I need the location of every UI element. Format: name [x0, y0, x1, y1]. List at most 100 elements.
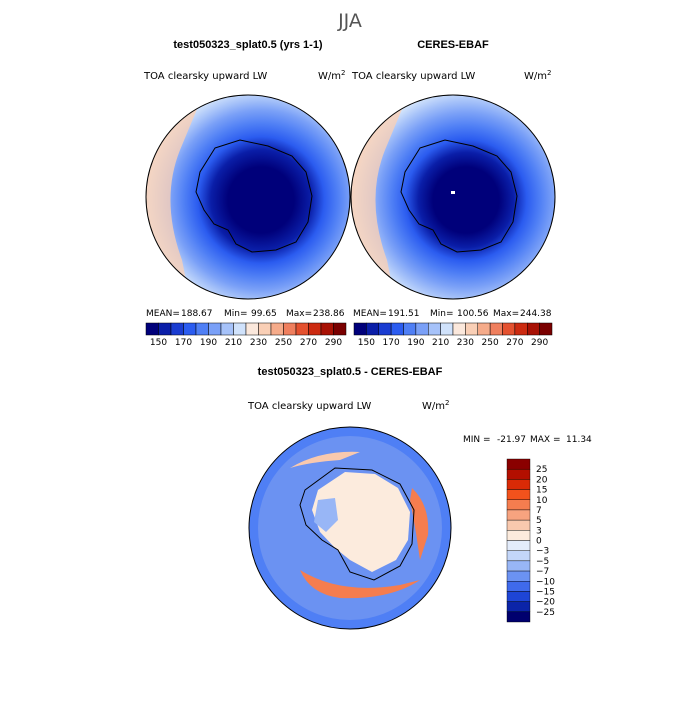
colorbar-swatch — [366, 322, 379, 336]
panel-obs-max-value: 244.38 — [520, 309, 552, 319]
colorbar-swatch — [158, 322, 172, 336]
panel-model-min-value: 99.65 — [251, 309, 277, 319]
colorbar-swatch — [403, 322, 417, 336]
colorbar-swatch — [208, 322, 222, 336]
colorbar-swatch — [489, 322, 503, 336]
panel-diff-max-label: MAX = — [530, 435, 561, 445]
panel-diff-units: W/m2 — [422, 399, 449, 412]
colorbar-tick-label: 230 — [457, 338, 474, 348]
colorbar-swatch — [195, 322, 209, 336]
colorbar-tick-label: 170 — [383, 338, 400, 348]
colorbar-swatch — [506, 601, 531, 613]
panel-diff-min-label: MIN = — [463, 435, 491, 445]
colorbar-swatch — [390, 322, 404, 336]
colorbar-swatch — [170, 322, 184, 336]
colorbar-swatch — [506, 560, 531, 572]
colorbar-swatch — [333, 322, 347, 336]
panel-diff-warm-band-north — [290, 451, 360, 468]
colorbar-tick-label: 10 — [536, 496, 548, 506]
panel-obs-mean-label: MEAN= — [353, 309, 387, 319]
panel-model-mean-label: MEAN= — [146, 309, 180, 319]
colorbar-tick-label: 5 — [536, 516, 542, 526]
panel-obs: CERES-EBAF TOA clearsky upward LW W/m2 M… — [350, 39, 556, 348]
colorbar-swatch — [283, 322, 297, 336]
colorbar-swatch — [506, 458, 531, 470]
colorbar-tick-label: 250 — [482, 338, 499, 348]
colorbar-swatch — [245, 322, 259, 336]
colorbar-swatch — [506, 499, 531, 511]
colorbar-swatch — [506, 611, 531, 623]
colorbar-swatch — [258, 322, 272, 336]
panel-diff-min-value: -21.97 — [497, 435, 526, 445]
panel-obs-mean-value: 191.51 — [388, 309, 420, 319]
colorbar-swatch — [502, 322, 516, 336]
colorbar-swatch — [295, 322, 309, 336]
colorbar-swatch — [506, 581, 531, 592]
panel-model-map — [146, 95, 350, 299]
colorbar-swatch — [506, 519, 531, 531]
colorbar-tick-label: 250 — [275, 338, 292, 348]
panel-diff: test050323_splat0.5 - CERES-EBAF TOA cle… — [247, 366, 592, 630]
missing-data-cell — [451, 191, 455, 194]
panel-diff-title: test050323_splat0.5 - CERES-EBAF — [258, 366, 443, 378]
colorbar-tick-label: 290 — [531, 338, 548, 348]
panel-obs-units: W/m2 — [524, 69, 551, 82]
colorbar-swatch — [527, 322, 540, 336]
colorbar-tick-label: −7 — [536, 567, 549, 577]
colorbar-tick-label: 25 — [536, 465, 547, 475]
colorbar-swatch — [506, 550, 531, 562]
colorbar-tick-label: 150 — [358, 338, 375, 348]
panel-model-colorbar: 150 170 190 210 230 250 270 290 — [145, 322, 347, 348]
colorbar-tick-label: 3 — [536, 526, 542, 536]
panel-diff-field-label: TOA clearsky upward LW — [247, 401, 371, 412]
colorbar-tick-label: 7 — [536, 506, 542, 516]
panel-obs-min-label: Min= — [430, 309, 454, 319]
panel-diff-warm-band-east — [410, 488, 429, 560]
panel-model-min-label: Min= — [224, 309, 248, 319]
panel-model-map-border — [145, 94, 351, 300]
panel-obs-colorbar: 150 170 190 210 230 250 270 290 — [353, 322, 553, 348]
colorbar-swatch — [452, 322, 466, 336]
colorbar-swatch — [514, 322, 528, 336]
colorbar-swatch — [145, 322, 159, 336]
colorbar-tick-label: 150 — [150, 338, 167, 348]
panel-diff-map-border — [248, 426, 452, 630]
colorbar-tick-label: −20 — [536, 598, 555, 608]
panel-model: test050323_splat0.5 (yrs 1-1) TOA clears… — [143, 39, 351, 348]
panel-obs-map — [351, 95, 555, 299]
colorbar-tick-label: 0 — [536, 537, 542, 547]
panel-model-units: W/m2 — [318, 69, 345, 82]
colorbar-tick-label: 20 — [536, 475, 548, 485]
colorbar-tick-label: −25 — [536, 608, 555, 618]
antarctica-coastline — [299, 467, 415, 581]
antarctica-coastline — [195, 139, 313, 253]
colorbar-swatch — [415, 322, 429, 336]
colorbar-swatch — [220, 322, 234, 336]
panel-diff-max-value: 11.34 — [566, 435, 592, 445]
colorbar-tick-label: 15 — [536, 486, 547, 496]
panel-model-mean-value: 188.67 — [181, 309, 213, 319]
colorbar-tick-label: −3 — [536, 547, 549, 557]
panel-model-max-label: Max= — [286, 309, 312, 319]
colorbar-tick-label: −10 — [536, 577, 555, 587]
panel-diff-warm-band-south — [300, 570, 420, 599]
panel-model-stats: MEAN= 188.67 Min= 99.65 Max= 238.86 — [146, 309, 345, 319]
colorbar-swatch — [506, 479, 531, 490]
panel-obs-map-border — [350, 94, 556, 300]
colorbar-swatch — [353, 322, 367, 336]
panel-obs-field-label: TOA clearsky upward LW — [351, 71, 475, 82]
panel-diff-stats: MIN = -21.97 MAX = 11.34 — [463, 435, 592, 445]
colorbar-swatch — [378, 322, 392, 336]
panel-obs-max-label: Max= — [493, 309, 519, 319]
panel-diff-interior-lowpatch — [314, 498, 338, 532]
colorbar-swatch — [320, 322, 334, 336]
colorbar-swatch — [506, 509, 531, 521]
colorbar-swatch — [183, 322, 197, 336]
panel-model-title: test050323_splat0.5 (yrs 1-1) — [173, 39, 323, 51]
panel-obs-min-value: 100.56 — [457, 309, 489, 319]
colorbar-tick-label: 270 — [506, 338, 523, 348]
colorbar-swatch — [506, 570, 531, 582]
colorbar-swatch — [233, 322, 247, 336]
colorbar-tick-label: 270 — [300, 338, 317, 348]
colorbar-swatch — [506, 468, 531, 480]
